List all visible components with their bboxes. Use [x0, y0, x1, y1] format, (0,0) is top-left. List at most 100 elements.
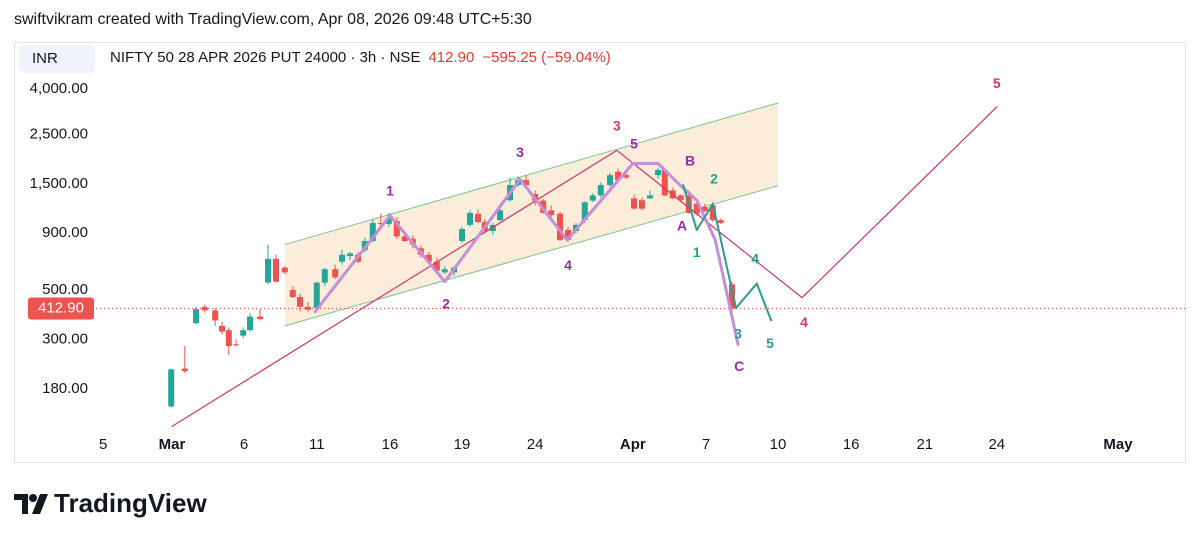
candle-body [565, 230, 571, 240]
candle-body [201, 306, 208, 311]
chart-frame [14, 42, 1186, 463]
x-tick-label: May [1103, 436, 1133, 453]
candle-body [321, 269, 328, 283]
candle-body [281, 267, 288, 273]
candle-body [729, 284, 735, 309]
x-tick-label: 24 [988, 436, 1005, 453]
logo: TradingView [14, 488, 207, 518]
candle-body [369, 222, 376, 242]
candle-body [225, 330, 232, 347]
header-price: 412.90 [428, 49, 474, 66]
wave-label: 4 [751, 250, 759, 266]
candle-body [467, 212, 473, 225]
candle-body [168, 369, 175, 407]
candle-body [475, 213, 481, 223]
candle-body [212, 310, 219, 321]
x-tick-label: 6 [240, 436, 248, 453]
wave-label: 5 [630, 136, 638, 152]
wave-label: A [677, 218, 687, 234]
candle-body [589, 195, 596, 201]
candle-body [607, 175, 613, 186]
wave-label: 2 [442, 295, 450, 311]
plot [96, 102, 1186, 428]
candle-body [219, 325, 225, 332]
candle-body [233, 344, 239, 346]
wave-label: 3 [516, 144, 524, 160]
currency: INR [32, 50, 58, 67]
wave-label: 2 [710, 171, 718, 187]
candle-body [677, 195, 684, 200]
candle-body [385, 218, 392, 224]
candle-body [193, 309, 199, 324]
brand: TradingView [54, 488, 207, 518]
candle-body [639, 200, 645, 209]
candle-body [401, 236, 408, 242]
x-tick-label: 10 [770, 436, 787, 453]
candle-body [497, 210, 503, 221]
logo-mark [29, 494, 37, 502]
symbol-title: NIFTY 50 28 APR 2026 PUT 24000 · 3h · NS… [110, 49, 611, 66]
y-tick-label: 500.00 [42, 281, 88, 298]
candle-body [693, 203, 700, 214]
wave-label: 1 [693, 244, 701, 260]
x-tick-label: 21 [916, 436, 933, 453]
candle-body [339, 254, 345, 262]
wave-label: 4 [800, 314, 808, 330]
candle-body [305, 306, 311, 310]
candle-body [581, 202, 588, 221]
candle-body [647, 195, 653, 199]
logo-mark [14, 494, 28, 514]
logo-mark [32, 494, 48, 514]
candle-body [709, 205, 716, 221]
x-tick-label: 16 [843, 436, 860, 453]
candle-body [332, 269, 339, 278]
candle-body [548, 210, 555, 216]
wave-label: 3 [613, 118, 621, 134]
candle-body [441, 269, 448, 273]
candle-body [313, 282, 320, 309]
x-tick-label: 7 [702, 436, 710, 453]
channel-fill [284, 102, 778, 326]
wave-label: 3 [734, 325, 742, 341]
x-tick-label: 16 [382, 436, 399, 453]
x-tick-label: 5 [99, 436, 107, 453]
y-tick-label: 2,500.00 [30, 125, 88, 142]
credit: swiftvikram created with TradingView.com… [14, 11, 532, 28]
last-price-label: 412.90 [38, 299, 84, 316]
candle-body [393, 221, 400, 237]
candle-body [623, 175, 629, 178]
candle-body [655, 169, 661, 176]
candle-body [297, 297, 303, 307]
candle-body [247, 316, 253, 331]
wave-label: C [734, 358, 744, 374]
candle-body [615, 171, 621, 180]
x-tick-label: Mar [159, 436, 186, 453]
wave-label: 5 [766, 335, 774, 351]
candle-body [631, 198, 637, 209]
candle-body [425, 254, 432, 262]
y-tick-label: 180.00 [42, 380, 88, 397]
candle-body [433, 261, 440, 271]
candle-body [701, 206, 708, 212]
channel-edge [284, 102, 779, 246]
candle-body [273, 258, 279, 282]
wave-label: B [685, 153, 695, 169]
candle-body [523, 179, 529, 186]
y-tick-label: 900.00 [42, 224, 88, 241]
last-price-tag [28, 297, 94, 320]
candle-body [240, 330, 247, 336]
candle-body [257, 316, 263, 320]
trend-line [682, 184, 773, 322]
candle-body [181, 368, 188, 372]
change: −595.25 (−59.04%) [482, 49, 610, 66]
currency-box [19, 45, 95, 73]
y-tick-label: 4,000.00 [30, 80, 88, 97]
candle-body [717, 220, 724, 223]
wave-label: 5 [993, 75, 1001, 91]
x-tick-label: 11 [309, 436, 325, 453]
candle-body [347, 253, 353, 257]
candle-body [597, 185, 604, 196]
wave-label: 1 [386, 183, 394, 199]
wave-label: 4 [564, 257, 572, 273]
